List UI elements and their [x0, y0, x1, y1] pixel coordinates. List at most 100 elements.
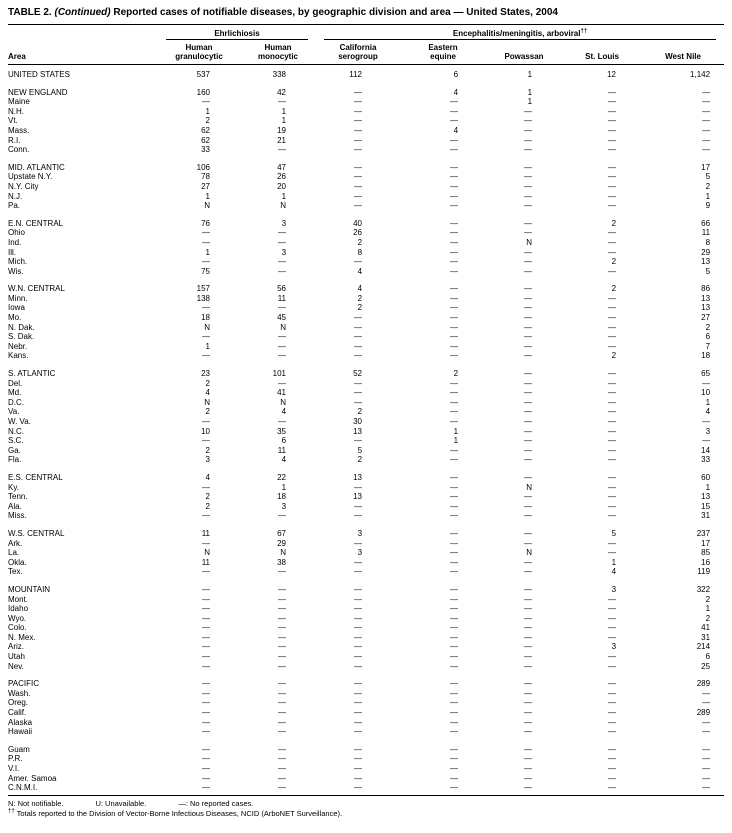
value-cell: 2 — [357, 237, 363, 247]
area-cell: D.C. — [8, 397, 24, 407]
value-cell: — — [608, 322, 617, 332]
value-cell: — — [354, 162, 363, 172]
value-cell: — — [524, 492, 533, 502]
value-cell: 17 — [701, 162, 711, 172]
spacer-row — [8, 155, 724, 163]
value-cell: — — [450, 688, 459, 698]
value-cell: — — [702, 727, 711, 737]
value-cell: — — [450, 417, 459, 426]
value-cell: — — [524, 538, 533, 548]
value-cell: — — [450, 106, 459, 116]
value-cell: — — [608, 369, 617, 379]
value-cell: — — [524, 247, 533, 257]
value-cell: — — [450, 538, 459, 548]
area-group-spacer — [8, 24, 158, 40]
value-cell: 5 — [705, 266, 711, 276]
value-cell: — — [608, 594, 617, 604]
footnote-arbonet: †† Totals reported to the Division of Ve… — [8, 808, 724, 819]
table-row: Ohio — — 26 — — — 11 — [8, 228, 724, 238]
area-cell: Wash. — [8, 688, 31, 698]
table-row: Iowa — — 2 — — — 13 — [8, 303, 724, 313]
value-cell: 214 — [696, 642, 711, 652]
value-cell: — — [450, 191, 459, 201]
value-cell: — — [354, 744, 363, 754]
area-cell: Iowa — [8, 303, 25, 313]
value-cell: — — [354, 436, 363, 446]
value-cell: — — [608, 436, 617, 446]
value-cell: — — [608, 135, 617, 145]
value-cell: 4 — [611, 567, 617, 577]
value-cell: — — [608, 397, 617, 407]
value-cell: — — [702, 717, 711, 727]
area-cell: Ill. — [8, 247, 16, 257]
area-cell: Mich. — [8, 257, 28, 267]
value-cell: — — [450, 455, 459, 465]
value-cell: — — [450, 717, 459, 727]
value-cell: — — [608, 87, 617, 97]
area-cell: Ark. — [8, 538, 23, 548]
value-cell: — — [354, 773, 363, 783]
value-cell: — — [354, 688, 363, 698]
area-cell: Del. — [8, 378, 23, 388]
value-cell: — — [702, 116, 711, 126]
area-cell: S.C. — [8, 436, 24, 446]
value-cell: 2 — [705, 594, 711, 604]
value-cell: 10 — [701, 388, 711, 398]
area-cell: Maine — [8, 97, 30, 107]
value-cell: — — [354, 313, 363, 323]
value-cell: 2 — [611, 284, 617, 294]
value-cell: 41 — [277, 388, 287, 398]
value-cell: — — [608, 717, 617, 727]
table-row: Miss. — — — — — — 31 — [8, 511, 724, 521]
value-cell: 289 — [696, 679, 711, 689]
value-cell: 62 — [201, 125, 210, 135]
table-row: Mich. — — — — — 2 13 — [8, 257, 724, 267]
value-cell: N — [204, 548, 210, 558]
value-cell: — — [524, 754, 533, 764]
value-cell: — — [524, 727, 533, 737]
value-cell: 3 — [281, 247, 287, 257]
value-cell: — — [524, 284, 533, 294]
value-cell: 5 — [357, 445, 363, 455]
value-cell: 4 — [205, 388, 210, 398]
value-cell: — — [450, 548, 459, 558]
value-cell: — — [278, 754, 287, 764]
value-cell: 106 — [196, 162, 210, 172]
value-cell: — — [608, 426, 617, 436]
area-cell: Nebr. — [8, 341, 28, 351]
value-cell: 2 — [611, 257, 617, 267]
value-cell: 1 — [527, 70, 533, 79]
value-cell: 2 — [205, 407, 210, 417]
area-cell: Hawaii — [8, 727, 33, 737]
value-cell: 119 — [697, 567, 711, 577]
value-cell: — — [524, 145, 533, 155]
value-cell: 4 — [453, 125, 459, 135]
value-cell: — — [278, 511, 287, 521]
value-cell: — — [450, 652, 459, 662]
area-cell: Tenn. — [8, 492, 28, 502]
value-cell: 12 — [607, 70, 617, 79]
value-cell: — — [702, 378, 711, 388]
value-cell: — — [278, 567, 287, 577]
value-cell: 1 — [527, 97, 533, 107]
value-cell: 4 — [453, 87, 459, 97]
area-cell: Mont. — [8, 594, 29, 604]
value-cell: 31 — [701, 632, 711, 642]
value-cell: — — [450, 708, 459, 718]
value-cell: N — [280, 397, 287, 407]
value-cell: — — [278, 652, 287, 662]
value-cell: — — [702, 87, 711, 97]
value-cell: 1 — [205, 191, 210, 201]
value-cell: 4 — [205, 472, 210, 482]
spacer-row — [8, 737, 724, 745]
value-cell: 4 — [705, 407, 711, 417]
value-cell: 2 — [453, 369, 459, 379]
column-header-st-louis: St. Louis — [562, 40, 643, 65]
value-cell: — — [354, 604, 363, 614]
value-cell: — — [278, 332, 287, 342]
column-group-header-row: Ehrlichiosis Encephalitis/meningitis, ar… — [8, 24, 725, 40]
area-cell: La. — [8, 548, 20, 558]
value-cell: — — [278, 417, 287, 426]
value-cell: — — [354, 632, 363, 642]
area-cell: Wis. — [8, 266, 24, 276]
